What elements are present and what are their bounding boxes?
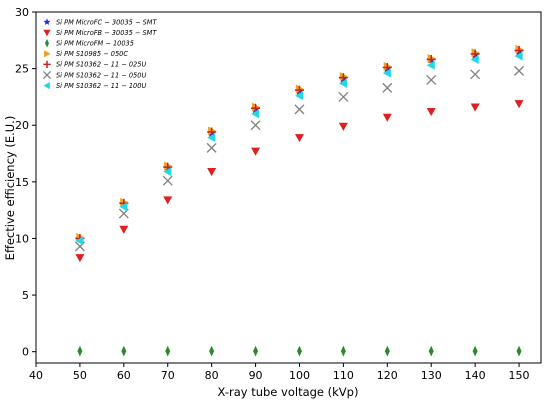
legend-label: Si PM S10985 − 050C — [56, 50, 128, 58]
data-point — [251, 147, 261, 156]
y-tick-label: 20 — [15, 119, 29, 132]
y-tick-label: 0 — [22, 346, 29, 359]
legend: Si PM MicroFC − 30035 − SMT Si PM MicroFB… — [42, 18, 157, 90]
data-point — [470, 55, 479, 65]
y-tick-label: 25 — [15, 63, 29, 76]
data-point — [294, 91, 304, 101]
data-point — [119, 225, 129, 234]
data-point — [382, 82, 393, 93]
data-point — [338, 91, 349, 102]
data-point — [514, 45, 524, 55]
data-point — [75, 236, 84, 246]
data-point — [516, 345, 522, 357]
legend-marker — [44, 50, 51, 58]
data-point — [426, 55, 436, 65]
series — [75, 51, 523, 246]
legend-marker — [43, 82, 50, 90]
legend-label: Si PM S10362 − 11 − 025U — [56, 61, 146, 69]
y-tick-label: 5 — [22, 289, 29, 302]
data-point — [207, 133, 216, 143]
data-point — [338, 78, 347, 88]
x-tick-label: 120 — [377, 369, 398, 382]
data-point — [294, 85, 304, 95]
data-point — [426, 108, 436, 117]
data-point — [162, 175, 173, 186]
data-point — [514, 100, 524, 109]
data-point — [340, 345, 346, 357]
x-tick-label: 100 — [289, 369, 310, 382]
data-point — [121, 345, 127, 357]
data-point — [165, 345, 171, 357]
x-tick-label: 40 — [29, 369, 43, 382]
plot-area — [35, 11, 542, 364]
legend-label: Si PM MicroFC − 30035 − SMT — [56, 18, 157, 26]
data-point — [514, 65, 525, 76]
legend-marker — [45, 38, 49, 48]
y-tick-label: 30 — [15, 6, 29, 19]
data-point — [384, 345, 390, 357]
x-tick-label: 130 — [421, 369, 442, 382]
data-point — [514, 51, 523, 61]
data-point — [119, 202, 128, 212]
data-point — [338, 122, 348, 131]
legend-marker — [43, 60, 51, 68]
series — [77, 345, 522, 357]
data-point — [382, 113, 392, 122]
data-point — [77, 345, 83, 357]
series — [74, 65, 525, 252]
x-tick-label: 150 — [509, 369, 530, 382]
y-axis: 0 5 10 15 20 25 30 — [15, 6, 36, 359]
data-point — [207, 127, 217, 137]
y-tick-label: 15 — [15, 176, 29, 189]
data-point — [297, 345, 302, 357]
data-point — [470, 103, 480, 112]
x-axis-label: X-ray tube voltage (kVp) — [218, 385, 359, 399]
data-point — [206, 142, 217, 153]
data-point — [250, 120, 261, 131]
data-point — [382, 62, 392, 72]
x-tick-label: 90 — [249, 369, 263, 382]
data-point — [382, 68, 391, 78]
y-tick-label: 10 — [15, 232, 29, 245]
data-point — [294, 134, 304, 143]
data-point — [470, 49, 480, 59]
data-point — [338, 73, 348, 83]
legend-marker — [43, 29, 51, 37]
legend-label: Si PM MicroFB − 30035 − SMT — [56, 29, 157, 37]
legend-label: Si PM S10362 − 11 − 050U — [56, 71, 146, 79]
data-points — [74, 44, 525, 357]
legend-label: Si PM MicroFM − 10035 — [56, 40, 134, 48]
x-tick-label: 50 — [73, 369, 87, 382]
data-point — [75, 254, 85, 263]
data-point — [251, 109, 260, 119]
data-point — [426, 60, 435, 70]
data-point — [428, 345, 434, 357]
data-point — [472, 345, 478, 357]
data-point — [163, 167, 172, 177]
legend-marker — [42, 70, 52, 80]
data-point — [207, 168, 217, 177]
data-point — [294, 104, 305, 115]
x-tick-label: 60 — [117, 369, 131, 382]
x-axis: 40 50 60 70 80 90 100 110 120 130 140 150 — [29, 363, 530, 382]
data-point — [209, 345, 215, 357]
data-point — [251, 103, 261, 113]
x-tick-label: 70 — [161, 369, 175, 382]
x-tick-label: 80 — [205, 369, 219, 382]
x-tick-label: 140 — [465, 369, 486, 382]
series — [75, 100, 524, 263]
legend-marker — [43, 18, 51, 26]
y-axis-label: Effective efficiency (E.U.) — [3, 116, 17, 261]
legend-label: Si PM S10362 − 11 − 100U — [56, 82, 146, 90]
data-point — [426, 74, 437, 85]
data-point — [253, 345, 259, 357]
data-point — [163, 196, 173, 205]
x-tick-label: 110 — [333, 369, 354, 382]
data-point — [470, 69, 481, 80]
